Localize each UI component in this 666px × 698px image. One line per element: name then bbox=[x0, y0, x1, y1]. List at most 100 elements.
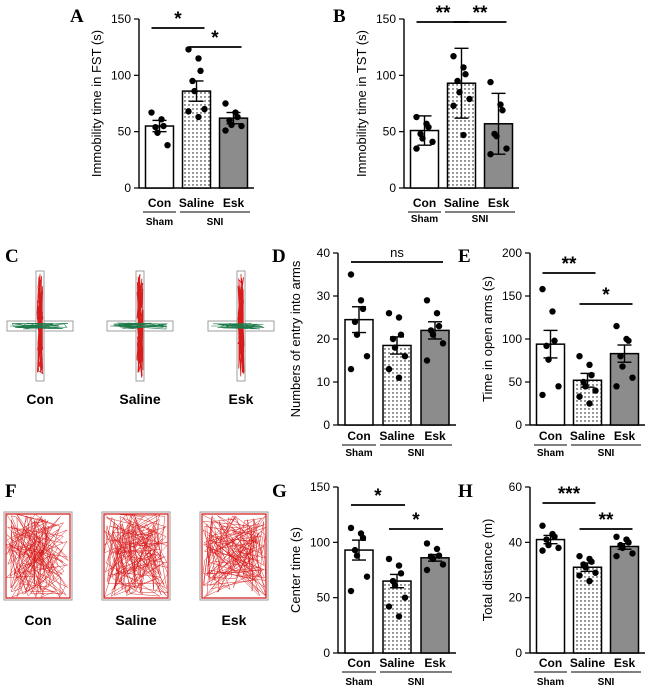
group-label-sni: SNI bbox=[408, 448, 425, 459]
bar-con bbox=[344, 549, 374, 654]
data-point bbox=[617, 353, 624, 360]
data-point bbox=[439, 340, 447, 347]
y-tick-label: 0 bbox=[323, 418, 330, 432]
y-tick-label: 150 bbox=[111, 12, 131, 26]
data-point bbox=[395, 562, 403, 569]
data-point bbox=[439, 561, 447, 568]
significance-label: ns bbox=[390, 245, 404, 260]
track-path bbox=[5, 513, 69, 598]
data-point bbox=[429, 138, 436, 146]
charts-layer: A 0 50 100 150 Immobility time in FST (s) Con S… bbox=[70, 3, 645, 688]
group-label-sham: Sham bbox=[345, 448, 372, 459]
data-point bbox=[423, 540, 431, 547]
data-point bbox=[456, 89, 463, 96]
data-point bbox=[551, 337, 558, 344]
category-label-con: Con bbox=[148, 196, 171, 210]
track-path bbox=[202, 514, 267, 598]
data-point bbox=[586, 361, 593, 368]
panel-letter-a: A bbox=[70, 6, 84, 27]
y-tick-label: 150 bbox=[376, 12, 396, 26]
maze-label-con: Con bbox=[26, 391, 53, 407]
data-point bbox=[197, 67, 204, 75]
data-point bbox=[454, 77, 461, 85]
y-tick-label: 20 bbox=[317, 332, 331, 346]
data-point bbox=[619, 544, 626, 552]
group-label-sham: Sham bbox=[537, 448, 564, 459]
track-path bbox=[36, 273, 44, 375]
data-point bbox=[201, 105, 208, 113]
data-point bbox=[385, 365, 393, 373]
data-point bbox=[385, 603, 393, 610]
group-label-sni: SNI bbox=[472, 214, 489, 225]
y-tick-label: 0 bbox=[323, 646, 330, 660]
panel-letter-c: C bbox=[5, 246, 19, 267]
group-label-sni: SNI bbox=[207, 217, 224, 228]
group-label-sni: SNI bbox=[598, 677, 615, 688]
data-point bbox=[158, 116, 165, 123]
y-tick-label: 50 bbox=[317, 591, 331, 605]
data-point bbox=[592, 569, 599, 576]
data-point bbox=[588, 371, 595, 379]
data-point bbox=[539, 547, 546, 554]
group-label-sni: SNI bbox=[598, 448, 615, 459]
data-point bbox=[450, 102, 457, 109]
open-field-saline: Saline bbox=[101, 511, 171, 628]
category-label-esk: Esk bbox=[424, 656, 446, 670]
data-point bbox=[353, 331, 361, 338]
data-point bbox=[395, 374, 403, 381]
y-tick-label: 0 bbox=[389, 181, 396, 195]
data-point bbox=[466, 95, 473, 103]
y-tick-label: 0 bbox=[515, 646, 522, 660]
bar-esk bbox=[609, 545, 640, 654]
data-point bbox=[551, 533, 558, 540]
chart-panel-h: H 0 20 40 60 Total distance (m) Con Saline Esk Sh… bbox=[458, 480, 645, 688]
data-point bbox=[497, 101, 504, 108]
panel-letter-d: D bbox=[272, 246, 286, 267]
data-point bbox=[164, 141, 171, 149]
plus-maze-esk: Esk bbox=[207, 270, 275, 407]
data-point bbox=[487, 151, 494, 158]
y-axis-title: Immobility time in FST (s) bbox=[89, 30, 104, 177]
data-point bbox=[397, 331, 405, 338]
data-point bbox=[357, 297, 365, 304]
data-point bbox=[625, 539, 632, 546]
data-point bbox=[347, 365, 355, 373]
data-point bbox=[539, 391, 546, 399]
data-point bbox=[401, 594, 409, 601]
data-point bbox=[391, 582, 399, 589]
data-point bbox=[385, 310, 393, 317]
data-point bbox=[228, 121, 235, 129]
data-point bbox=[160, 122, 167, 130]
data-point bbox=[189, 77, 196, 85]
data-point bbox=[625, 337, 632, 344]
y-axis-title: Immobility time in TST (s) bbox=[354, 30, 369, 177]
significance-label: * bbox=[412, 510, 420, 531]
data-point bbox=[629, 550, 636, 557]
data-point bbox=[613, 322, 620, 330]
y-tick-label: 40 bbox=[317, 246, 331, 260]
data-point bbox=[582, 564, 589, 571]
track-path-secondary bbox=[210, 322, 265, 330]
significance-label: *** bbox=[558, 484, 581, 505]
data-point bbox=[401, 353, 409, 360]
data-point bbox=[359, 534, 367, 542]
track-path-secondary bbox=[109, 322, 168, 330]
data-point bbox=[429, 555, 437, 563]
data-point bbox=[148, 109, 155, 116]
data-point bbox=[154, 129, 161, 136]
bar-saline bbox=[181, 90, 212, 189]
data-point bbox=[543, 536, 550, 543]
track-wall-path bbox=[103, 513, 169, 599]
data-point bbox=[592, 387, 599, 394]
category-label-con: Con bbox=[347, 656, 370, 670]
y-tick-label: 100 bbox=[310, 535, 330, 549]
tracking-layer: C Con Saline Esk F Con Saline Esk bbox=[3, 246, 275, 628]
data-point bbox=[222, 100, 229, 107]
data-point bbox=[545, 541, 552, 549]
data-point bbox=[543, 342, 550, 350]
y-axis-title: Total distance (m) bbox=[480, 519, 495, 622]
data-point bbox=[195, 55, 202, 62]
data-point bbox=[395, 314, 403, 321]
panel-letter-f: F bbox=[5, 481, 17, 502]
